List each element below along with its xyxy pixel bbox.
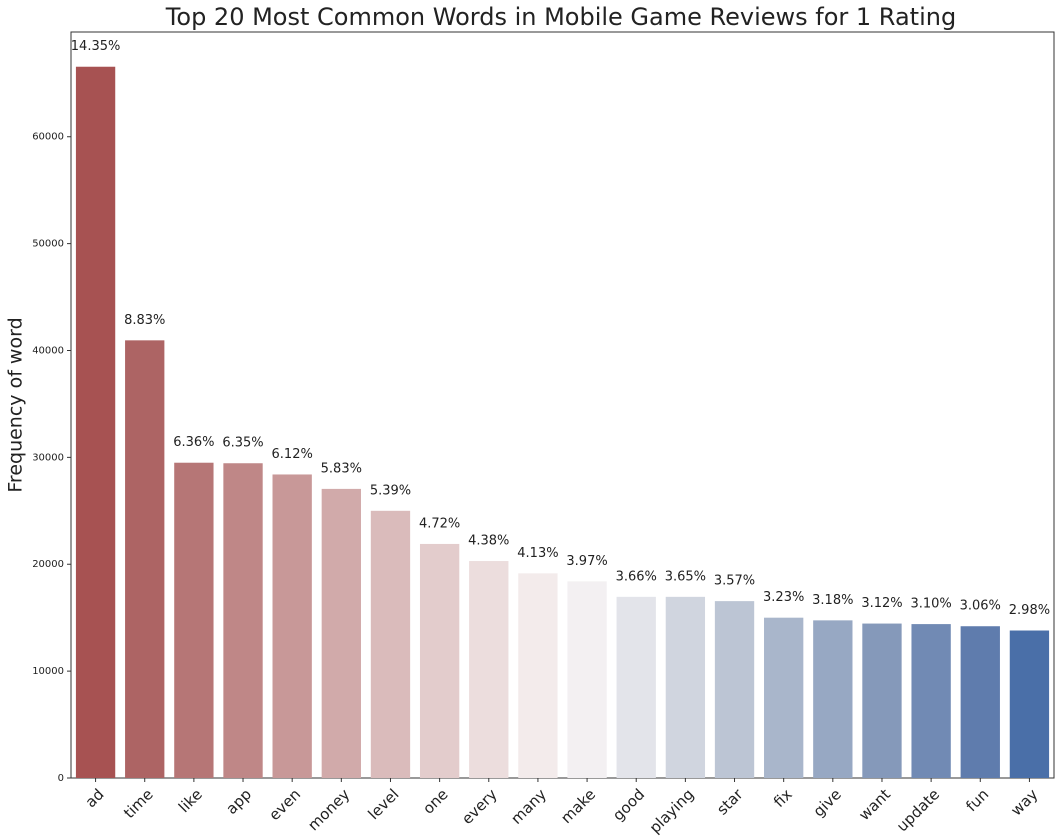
bar-label: 3.10% [910,597,951,612]
bar [419,543,460,778]
bar-label: 5.39% [370,483,411,498]
bar [813,620,853,778]
bar [714,601,755,778]
bar [518,573,558,778]
bar-label: 6.36% [173,435,214,450]
x-tick-label: star [713,785,747,819]
bar-label: 2.98% [1009,603,1050,618]
bar-label: 3.65% [665,569,706,584]
bar-label: 3.06% [960,599,1001,614]
bar [567,581,607,778]
x-tick-label: every [458,785,501,828]
bar-label: 4.13% [517,546,558,561]
bar [370,510,411,778]
bar-label: 3.57% [714,574,755,589]
x-tick-label: even [265,785,304,824]
bar-label: 4.38% [468,534,509,549]
bar-label: 5.83% [321,461,362,476]
y-tick-label: 60000 [32,132,64,143]
bar [862,623,902,778]
y-tick-label: 50000 [32,239,64,250]
y-tick-label: 40000 [32,345,64,356]
bar-label: 4.72% [419,516,460,531]
x-tick-label: give [810,785,845,820]
bar [125,340,165,778]
x-tick-label: way [1007,785,1041,819]
x-tick-label: ad [82,785,108,811]
bar-label: 14.35% [71,39,121,54]
bar [616,596,656,778]
bar-label: 6.35% [222,436,263,451]
y-tick-label: 30000 [32,452,64,463]
bar [321,488,361,778]
x-tick-label: fun [962,785,992,815]
bar-label: 3.66% [616,569,657,584]
x-tick-label: make [557,785,599,827]
x-tick-label: app [222,785,255,818]
bar-label: 8.83% [124,313,165,328]
y-tick-label: 20000 [32,559,64,570]
x-tick-label: like [175,785,206,816]
bar [911,624,951,778]
chart-title: Top 20 Most Common Words in Mobile Game … [165,3,956,31]
x-tick-label: time [120,785,157,822]
bar [469,561,509,778]
bar-label: 3.23% [763,590,804,605]
bar-label: 3.18% [812,593,853,608]
bar [960,626,1000,778]
plot-frame [70,31,1055,779]
x-tick-label: good [609,785,648,824]
x-tick-label: fix [770,785,796,811]
x-tick-label: playing [646,785,698,836]
bar-label: 6.12% [272,447,313,462]
x-tick-label: many [507,785,550,828]
bar [665,596,706,778]
y-tick-label: 10000 [32,666,64,677]
bar [1009,630,1050,778]
bar [174,462,214,778]
bar [75,66,116,778]
bar [272,474,312,778]
x-tick-label: one [419,785,451,817]
bar [764,617,804,778]
x-tick-label: update [893,785,943,835]
bar [223,463,263,778]
bar-label: 3.97% [566,554,607,569]
x-tick-label: money [304,785,353,834]
x-tick-label: level [365,785,403,823]
y-tick-label: 0 [58,773,64,784]
x-tick-label: want [855,785,894,824]
y-axis-label: Frequency of word [5,317,27,492]
bar-label: 3.12% [861,596,902,611]
